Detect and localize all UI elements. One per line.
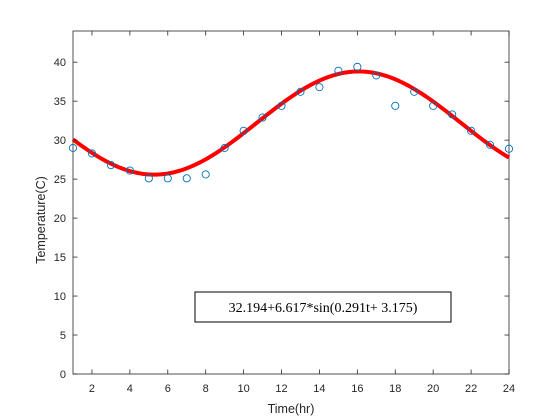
data-point [277,101,286,110]
x-tick-label: 10 [237,383,249,395]
y-tick-label: 0 [60,369,66,381]
data-point [391,101,400,110]
y-tick-label: 10 [54,291,66,303]
data-point [106,161,115,170]
data-point [87,149,97,158]
x-tick-label: 18 [389,383,401,395]
data-point [144,174,153,183]
equation-annotation: 32.194+6.617*sin(0.291t+ 3.175) [194,291,452,323]
data-point [163,174,172,183]
data-point [467,126,476,135]
x-tick-label: 6 [165,383,171,395]
x-tick-label: 24 [503,383,515,395]
x-tick-label: 16 [351,383,363,395]
data-point [182,174,191,183]
annotation-text: 32.194+6.617*sin(0.291t+ 3.175) [229,301,418,316]
y-tick-label: 35 [54,96,66,108]
data-point [485,140,495,149]
data-point [201,170,210,179]
data-point [372,71,381,80]
y-tick-label: 25 [54,174,66,186]
data-point [448,110,457,119]
data-point [504,144,514,153]
x-tick-label: 22 [465,383,477,395]
data-point [220,143,229,152]
plot-area [68,30,514,375]
y-tick-label: 30 [54,135,66,147]
x-tick-label: 4 [127,383,133,395]
x-tick-label: 20 [427,383,439,395]
annotation-box [194,291,452,323]
x-tick-label: 14 [313,383,325,395]
data-point [410,87,419,96]
x-tick-label: 2 [89,383,95,395]
y-axis-label: Temperature(C) [34,176,48,264]
y-tick-label: 20 [54,213,66,225]
data-point [125,166,134,175]
x-tick-label: 8 [203,383,209,395]
data-point [296,87,305,96]
y-tick-label: 5 [60,330,66,342]
plot-frame [72,30,510,375]
y-tick-label: 40 [54,57,66,69]
data-point [315,83,324,92]
x-axis-label: Time(hr) [268,402,315,416]
data-point [239,126,248,135]
data-point [429,101,438,110]
data-point [68,143,78,152]
data-point [353,62,362,71]
x-tick-label: 12 [275,383,287,395]
data-point [334,66,343,75]
data-point [258,113,267,122]
y-tick-label: 15 [54,252,66,264]
